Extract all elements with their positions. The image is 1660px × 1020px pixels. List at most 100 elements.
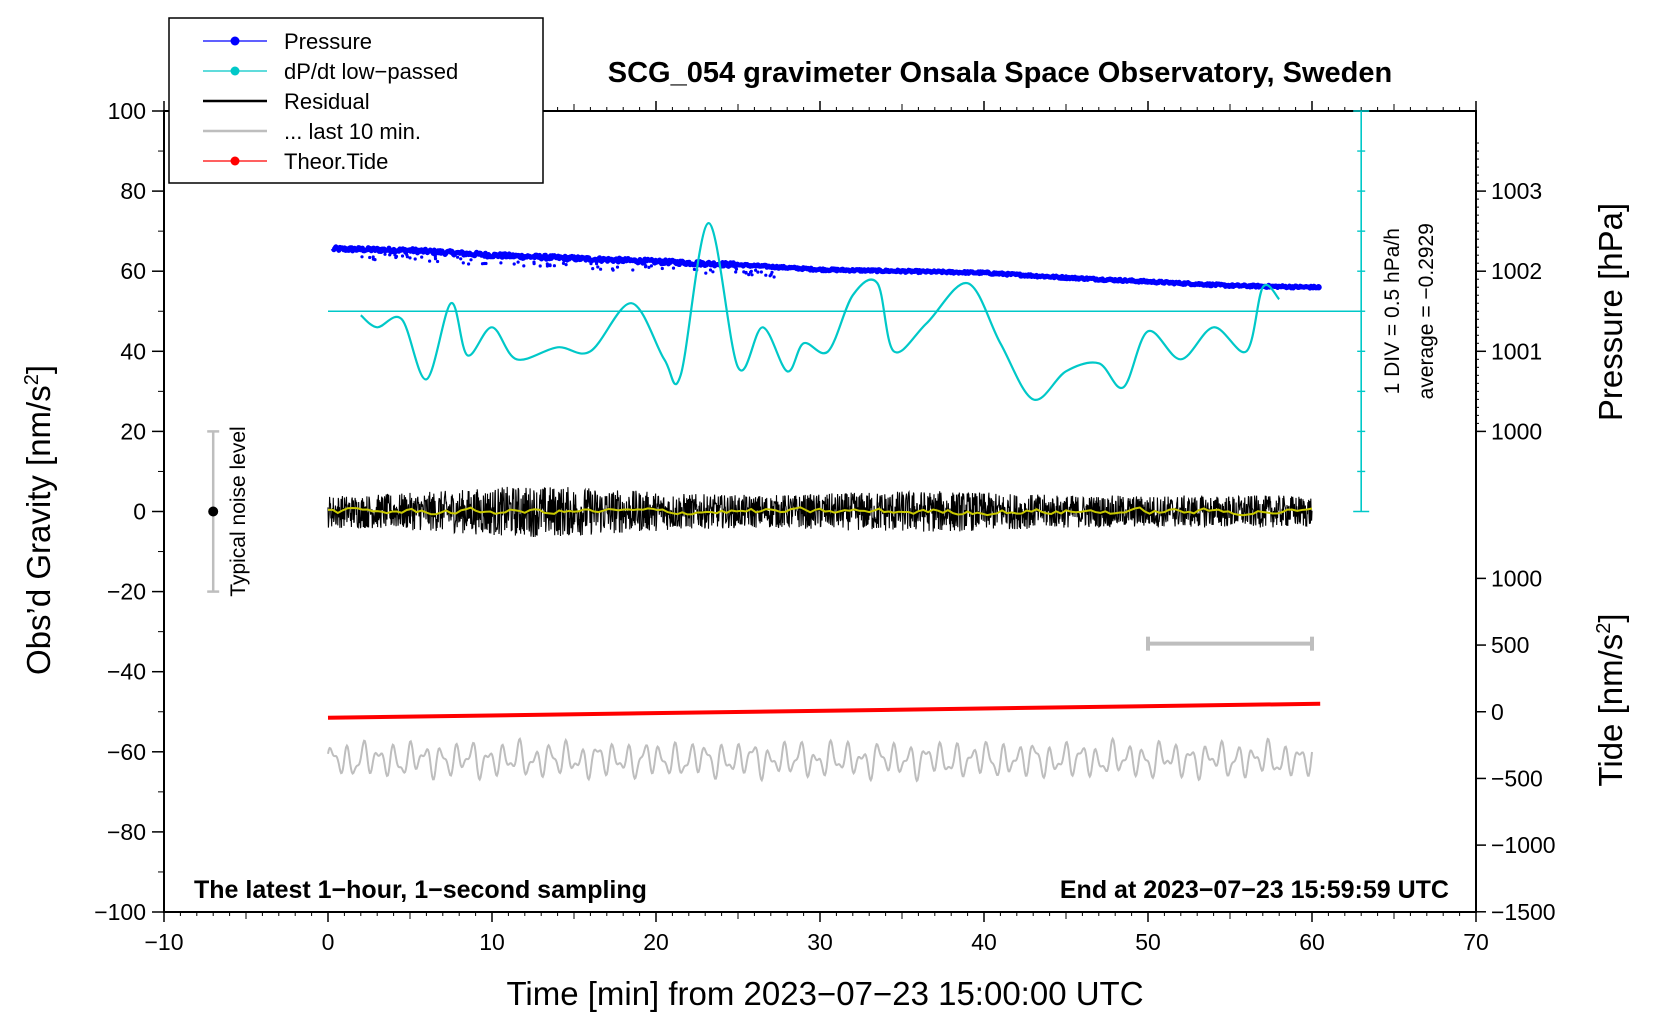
minor-ticks — [158, 104, 1479, 919]
pressure-outlier-point — [499, 261, 503, 265]
pressure-outlier-point — [436, 259, 440, 264]
pressure-outlier-point — [516, 260, 520, 264]
legend-label: dP/dt low−passed — [284, 59, 458, 84]
pressure-outlier-point — [564, 263, 568, 267]
note-left: The latest 1−hour, 1−second sampling — [194, 876, 647, 904]
pressure-outlier-point — [599, 267, 603, 271]
legend-swatch-dot — [230, 66, 240, 76]
y-axis-ticks: −100 −80 −60 −40 −20 0 20 40 60 80 100 — [94, 98, 164, 925]
pressure-outlier-point — [768, 274, 772, 278]
pressure-axis-ticks: 1000 1001 1002 1003 — [1476, 178, 1542, 444]
legend-swatch-dot — [230, 36, 240, 46]
pressure-outlier-point — [388, 253, 392, 257]
y-axis-label-tide-main: Tide [nm/s — [1592, 634, 1629, 787]
y-tick-label: 100 — [108, 98, 146, 124]
pressure-outlier-point — [400, 254, 405, 258]
pressure-outlier-point — [660, 266, 664, 271]
legend-label: Residual — [284, 89, 370, 114]
pressure-outlier-point — [596, 265, 600, 269]
x-tick-label: 50 — [1135, 929, 1161, 955]
pressure-outlier-point — [615, 265, 620, 269]
pressure-outlier-point — [744, 271, 748, 275]
pressure-outlier-point — [532, 262, 536, 266]
x-tick-label: 30 — [807, 929, 833, 955]
y-axis-label-tide-end: ] — [1592, 613, 1629, 622]
pressure-outlier-point — [631, 268, 635, 272]
residual-smoothed-line — [327, 506, 1313, 517]
pressure-outlier-point — [552, 264, 557, 268]
pressure-outlier-point — [393, 253, 397, 257]
legend-label: Theor.Tide — [284, 149, 388, 174]
pressure-outlier-point — [548, 264, 552, 268]
y-tick-label: 20 — [120, 418, 146, 444]
pressure-outlier-point — [360, 255, 364, 259]
pressure-series — [330, 244, 1322, 291]
pressure-outlier-point — [405, 253, 409, 257]
legend-items: Pressure dP/dt low−passed Residual ... last… — [203, 29, 458, 174]
pressure-outlier-point — [512, 262, 516, 266]
pressure-outlier-point — [591, 267, 595, 271]
y-tick-label: 40 — [120, 338, 146, 364]
pressure-outlier-point — [484, 261, 488, 266]
x-tick-label: 10 — [479, 929, 505, 955]
dpdt-scale-text: 1 DIV = 0.5 hPa/h — [1381, 228, 1404, 394]
pressure-outlier-point — [413, 257, 417, 261]
tide-tick-label: −1000 — [1491, 832, 1556, 858]
pressure-outlier-point — [433, 257, 438, 261]
x-tick-label: 20 — [643, 929, 669, 955]
pressure-outlier-point — [545, 264, 550, 268]
y-tick-label: 80 — [120, 178, 146, 204]
pressure-outlier-point — [595, 262, 599, 266]
pressure-line — [330, 244, 1320, 291]
x-tick-label: 40 — [971, 929, 997, 955]
x-tick-label: 60 — [1299, 929, 1325, 955]
pressure-outlier-point — [750, 273, 754, 277]
chart-title: SCG_054 gravimeter Onsala Space Observat… — [608, 57, 1392, 89]
y-axis-label-left-end: ] — [20, 365, 57, 374]
pressure-outlier-point — [649, 264, 654, 268]
y-axis-label-left: Obs’d Gravity [nm/s2] — [20, 365, 57, 675]
y-tick-label: −80 — [107, 819, 146, 845]
pressure-outlier-point — [749, 269, 753, 273]
y-axis-label-tide-sup: 2 — [1593, 623, 1615, 634]
tide-tick-label: 500 — [1491, 632, 1529, 658]
pressure-outlier-point — [469, 258, 473, 262]
tide-tick-label: −1500 — [1491, 899, 1556, 925]
pressure-outlier-point — [368, 255, 372, 260]
y-tick-label: −100 — [94, 899, 146, 925]
pressure-outlier-point — [734, 267, 739, 271]
pressure-outlier-point — [371, 255, 375, 259]
pressure-outlier-point — [692, 267, 697, 271]
pressure-outlier-point — [734, 270, 738, 274]
legend-label: ... last 10 min. — [284, 119, 421, 144]
pressure-end-point — [1315, 284, 1322, 291]
pressure-outlier-point — [522, 264, 526, 268]
note-right: End at 2023−07−23 15:59:59 UTC — [1060, 876, 1449, 904]
y-axis-label-tide: Tide [nm/s2] — [1592, 613, 1629, 786]
y-tick-label: −40 — [107, 659, 146, 685]
x-tick-label: 0 — [322, 929, 335, 955]
pressure-outlier-point — [772, 275, 776, 279]
y-axis-label-left-main: Obs’d Gravity [nm/s — [20, 385, 57, 675]
pressure-outlier-point — [754, 268, 758, 272]
theoretical-tide-line — [327, 701, 1321, 720]
pressure-outlier-point — [644, 264, 648, 268]
pressure-outlier-point — [711, 270, 715, 274]
pressure-tick-label: 1001 — [1491, 338, 1542, 364]
y-tick-label: 0 — [133, 499, 146, 525]
pressure-outlier-point — [456, 255, 460, 259]
last-10-min-line — [327, 736, 1313, 783]
pressure-tick-label: 1002 — [1491, 258, 1542, 284]
pressure-tick-label: 1000 — [1491, 418, 1542, 444]
y-axis-label-pressure: Pressure [hPa] — [1592, 203, 1629, 421]
tide-axis-ticks: 1000 500 0 −500 −1000 −1500 — [1476, 565, 1556, 925]
typical-noise-label: Typical noise level — [227, 426, 250, 596]
pressure-outlier-point — [561, 261, 566, 265]
pressure-outlier-point — [394, 255, 398, 260]
pressure-outlier-point — [747, 273, 751, 277]
pressure-outlier-point — [647, 265, 651, 269]
pressure-outlier-point — [459, 257, 463, 261]
last-10-min-window-bar — [1146, 636, 1314, 651]
y-tick-label: −20 — [107, 579, 146, 605]
